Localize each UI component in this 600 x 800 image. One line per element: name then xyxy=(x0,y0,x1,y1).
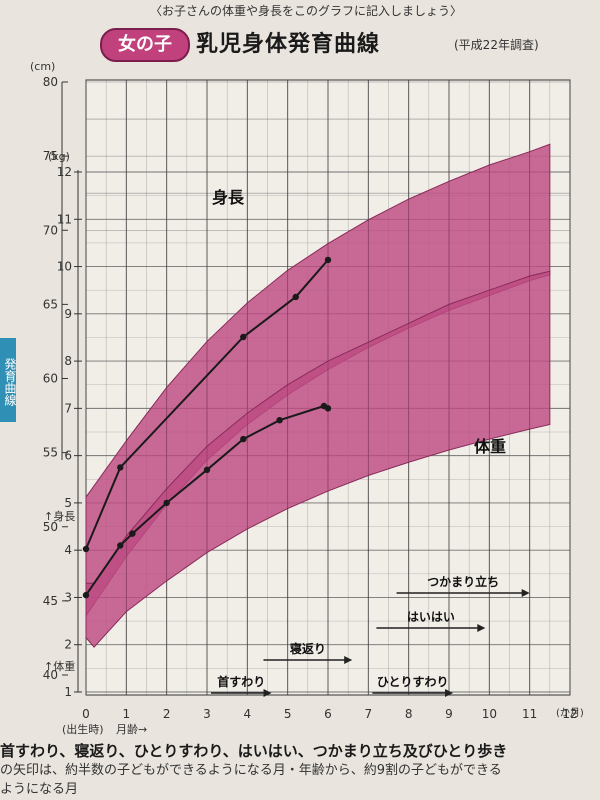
milestone-arrow-head xyxy=(521,589,530,597)
series-point-weight xyxy=(82,591,90,599)
height-tick-label: 40 xyxy=(43,668,58,682)
weight-tick-label: 11 xyxy=(57,212,72,226)
weight-tick-label: 2 xyxy=(64,638,72,652)
footer-note: 首すわり、寝返り、ひとりすわり、はいはい、つかまり立ち及びひとり歩き の矢印は、… xyxy=(0,742,600,799)
milestone-label: 首すわり xyxy=(217,674,265,689)
month-tick-label: 1 xyxy=(123,707,131,721)
month-tick-label: 12 xyxy=(562,707,577,721)
footer-line-3: ようになる月 xyxy=(0,782,79,797)
weight-tick-label: 4 xyxy=(64,543,72,557)
weight-tick-label: 3 xyxy=(64,590,72,604)
month-tick-label: 2 xyxy=(163,707,171,721)
birth-note: (出生時) xyxy=(62,722,104,736)
x-unit-label: (か月) xyxy=(556,707,584,719)
page-title: 乳児身体発育曲線 xyxy=(196,32,381,57)
height-tick-label: 70 xyxy=(43,223,58,237)
girl-badge: 女の子 xyxy=(100,28,190,62)
height-tick-label: 60 xyxy=(43,372,58,386)
header-note: 〈お子さんの体重や身長をこのグラフに記入しましょう〉 xyxy=(150,4,463,18)
weight-tick-label: 6 xyxy=(64,449,72,463)
height-tick-label: 65 xyxy=(43,297,58,311)
weight-tick-label: 8 xyxy=(64,354,72,368)
month-tick-label: 9 xyxy=(445,707,453,721)
month-tick-label: 11 xyxy=(522,707,537,721)
month-tick-label: 7 xyxy=(365,707,373,721)
height-tick-label: 50 xyxy=(43,520,58,534)
axes: 404550556065707580(cm)↑身長123456789101112… xyxy=(30,60,584,736)
milestone-arrow-head xyxy=(344,656,353,664)
series-point-height xyxy=(240,333,247,341)
month-tick-label: 3 xyxy=(203,707,211,721)
milestone-arrow-head xyxy=(477,624,486,632)
height-tick-label: 75 xyxy=(43,149,58,163)
series-point-height xyxy=(117,464,124,471)
weight-unit-label: (kg) xyxy=(48,150,70,163)
footer-line-2: の矢印は、約半数の子どもができるようになる月・年齢から、約9割の子どもができる xyxy=(0,763,502,778)
series-point-weight xyxy=(203,466,211,474)
height-band-label: 身長 xyxy=(212,188,245,207)
weight-tick-label: 1 xyxy=(64,685,72,699)
growth-series xyxy=(82,256,332,599)
weight-tick-label: 12 xyxy=(57,165,72,179)
survey-subtitle: (平成22年調査) xyxy=(454,38,539,52)
x-axis-label: 月齢→ xyxy=(116,722,147,736)
milestone-label: 寝返り xyxy=(290,641,326,656)
percentile-bands xyxy=(85,143,551,648)
height-unit-label: (cm) xyxy=(30,60,55,73)
height-tick-label: 45 xyxy=(43,594,58,608)
series-point-height xyxy=(82,545,90,553)
series-point-weight xyxy=(276,416,283,424)
month-tick-label: 0 xyxy=(82,707,90,721)
footer-line-1: 首すわり、寝返り、ひとりすわり、はいはい、つかまり立ち及びひとり歩き xyxy=(0,742,508,760)
series-point-weight xyxy=(240,435,247,443)
milestone-label: はいはい xyxy=(407,610,455,624)
side-index-tab[interactable]: 発育曲線 xyxy=(0,338,17,422)
weight-tick-label: 9 xyxy=(64,307,72,321)
milestone-arrow-head xyxy=(263,689,272,697)
series-point-weight xyxy=(324,405,332,412)
weight-band-label: 体重 xyxy=(474,437,506,456)
weight-tick-label: 7 xyxy=(64,401,72,415)
month-tick-label: 4 xyxy=(244,707,252,721)
height-axis-label: ↑身長 xyxy=(44,509,75,523)
series-point-weight xyxy=(129,530,136,537)
band-weight xyxy=(85,270,551,648)
series-point-weight xyxy=(117,542,124,549)
month-tick-label: 10 xyxy=(482,707,497,721)
series-point-weight xyxy=(163,499,170,507)
milestone-arrow-head xyxy=(445,689,454,697)
month-tick-label: 5 xyxy=(284,707,292,721)
milestone-label: つかまり立ち xyxy=(427,574,499,589)
series-point-height xyxy=(324,256,332,264)
weight-axis-label: ↑体重 xyxy=(44,659,75,673)
month-tick-label: 6 xyxy=(324,707,332,721)
milestone-label: ひとりすわり xyxy=(377,675,449,689)
height-tick-label: 80 xyxy=(43,75,58,89)
month-tick-label: 8 xyxy=(405,707,413,721)
series-point-height xyxy=(292,293,299,301)
weight-tick-label: 10 xyxy=(57,260,72,274)
height-tick-label: 55 xyxy=(43,446,58,460)
weight-tick-label: 5 xyxy=(64,496,72,510)
